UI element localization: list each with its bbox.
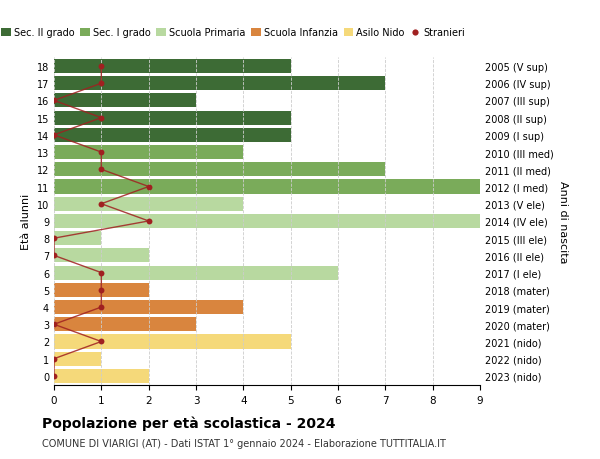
Point [97, 115, 106, 122]
Text: COMUNE DI VIARIGI (AT) - Dati ISTAT 1° gennaio 2024 - Elaborazione TUTTITALIA.IT: COMUNE DI VIARIGI (AT) - Dati ISTAT 1° g… [42, 438, 446, 448]
Bar [54, 335, 290, 349]
Point [49, 97, 59, 105]
Point [97, 63, 106, 71]
Point [97, 166, 106, 174]
Bar [54, 369, 149, 383]
Point [97, 286, 106, 294]
Bar [54, 249, 149, 263]
Bar [54, 300, 244, 314]
Point [97, 304, 106, 311]
Point [49, 355, 59, 363]
Bar [54, 214, 480, 229]
Point [144, 218, 154, 225]
Point [144, 184, 154, 191]
Bar [54, 266, 338, 280]
Bar [54, 352, 101, 366]
Point [97, 149, 106, 157]
Y-axis label: Anni di nascita: Anni di nascita [557, 180, 568, 263]
Point [49, 372, 59, 380]
Point [49, 252, 59, 259]
Bar [54, 94, 196, 108]
Text: Popolazione per età scolastica - 2024: Popolazione per età scolastica - 2024 [42, 415, 335, 430]
Bar [54, 60, 290, 74]
Bar [54, 197, 244, 211]
Bar [54, 232, 101, 246]
Point [49, 132, 59, 139]
Bar [54, 180, 503, 194]
Bar [54, 77, 385, 91]
Point [49, 321, 59, 328]
Point [49, 235, 59, 242]
Legend: Sec. II grado, Sec. I grado, Scuola Primaria, Scuola Infanzia, Asilo Nido, Stran: Sec. II grado, Sec. I grado, Scuola Prim… [0, 24, 469, 42]
Bar [54, 129, 290, 143]
Bar [54, 146, 244, 160]
Bar [54, 112, 290, 125]
Point [97, 338, 106, 346]
Y-axis label: Età alunni: Età alunni [21, 193, 31, 250]
Point [97, 269, 106, 277]
Point [97, 201, 106, 208]
Bar [54, 163, 385, 177]
Bar [54, 318, 196, 331]
Point [97, 80, 106, 88]
Bar [54, 283, 149, 297]
